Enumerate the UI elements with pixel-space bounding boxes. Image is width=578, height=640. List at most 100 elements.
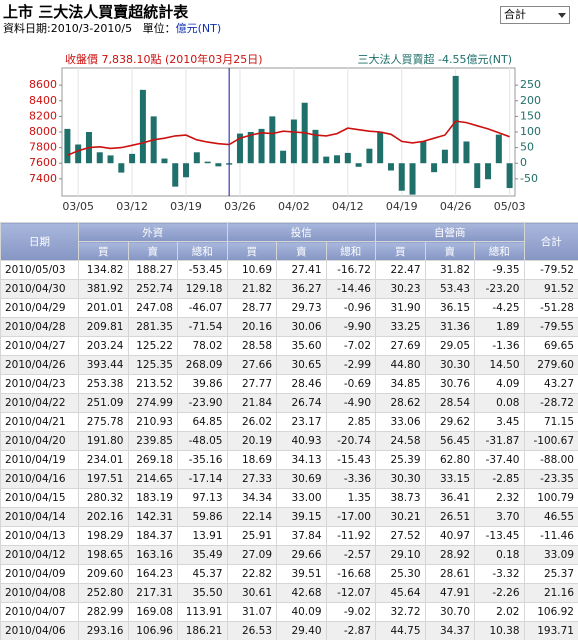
value-cell: 274.99 (127, 393, 178, 413)
value-cell: 53.43 (424, 279, 475, 299)
bar (193, 152, 200, 164)
value-cell: 36.15 (424, 298, 475, 318)
y2-tick-label: 50 (520, 141, 534, 154)
bar (107, 155, 114, 164)
y-tick-label: 8000 (29, 125, 57, 138)
value-cell: 183.19 (127, 488, 178, 508)
value-cell: 21.16 (523, 583, 578, 603)
column-group-header: 日期 (0, 222, 79, 261)
value-cell: 27.69 (375, 336, 426, 356)
value-cell: 25.37 (523, 564, 578, 584)
bar (323, 156, 330, 164)
value-cell: -2.26 (474, 583, 525, 603)
column-header: 賣 (424, 241, 475, 261)
value-cell: 22.82 (226, 564, 277, 584)
value-cell: 29.66 (276, 545, 327, 565)
value-cell: 269.18 (127, 450, 178, 470)
table-row: 2010/04/29 201.01 247.08 -46.07 28.77 29.73 -0… (0, 298, 578, 318)
value-cell: 40.09 (276, 602, 327, 622)
x-tick-label: 04/02 (278, 200, 310, 213)
value-cell: 20.16 (226, 317, 277, 337)
table-row: 2010/04/30 381.92 252.74 129.18 21.82 36.27 -1… (0, 279, 578, 299)
value-cell: 251.09 (78, 393, 129, 413)
value-cell: 33.15 (424, 469, 475, 489)
value-cell: 10.69 (226, 260, 277, 280)
date-cell: 2010/04/20 (0, 431, 79, 451)
table-row: 2010/04/12 198.65 163.16 35.49 27.09 29.66 -2.… (0, 545, 578, 565)
header-row: 日期 外資 投信 自營商 合計 (0, 222, 578, 261)
date-cell: 2010/04/07 (0, 602, 79, 622)
value-cell: -17.14 (177, 469, 228, 489)
value-cell: 10.38 (474, 621, 525, 640)
y-tick-label: 7600 (29, 156, 57, 169)
bar (387, 163, 394, 171)
table-row: 2010/04/23 253.38 213.52 39.86 27.77 28.46 -0.… (0, 374, 578, 394)
value-cell: 191.80 (78, 431, 129, 451)
value-cell: 27.52 (375, 526, 426, 546)
value-cell: 34.13 (276, 450, 327, 470)
value-cell: 28.54 (424, 393, 475, 413)
column-header: 買 (375, 241, 426, 261)
value-cell: 47.91 (424, 583, 475, 603)
value-cell: 27.77 (226, 374, 277, 394)
value-cell: 247.08 (127, 298, 178, 318)
value-cell: -16.72 (325, 260, 376, 280)
value-cell: 2.32 (474, 488, 525, 508)
table-row: 2010/04/22 251.09 274.99 -23.90 21.84 26.74 -4… (0, 393, 578, 413)
column-header: 總和 (325, 241, 376, 261)
value-cell: 28.62 (375, 393, 426, 413)
value-cell: 31.07 (226, 602, 277, 622)
bar (312, 129, 319, 164)
page-title: 上市 三大法人買賣超統計表 (3, 3, 189, 21)
y-tick-label: 7800 (29, 141, 57, 154)
value-cell: 13.91 (177, 526, 228, 546)
value-cell: 91.52 (523, 279, 578, 299)
value-cell: -4.25 (474, 298, 525, 318)
value-cell: 188.27 (127, 260, 178, 280)
value-cell: 29.05 (424, 336, 475, 356)
value-cell: 210.93 (127, 412, 178, 432)
select-dropdown[interactable]: 合計 (500, 6, 570, 24)
table-row: 2010/04/16 197.51 214.65 -17.14 27.33 30.69 -3… (0, 469, 578, 489)
bar (64, 128, 71, 164)
value-cell: 44.75 (375, 621, 426, 640)
value-cell: 30.30 (424, 355, 475, 375)
value-cell: 31.36 (424, 317, 475, 337)
date-cell: 2010/04/16 (0, 469, 79, 489)
bar (161, 158, 168, 164)
bar (452, 75, 459, 164)
bar (247, 132, 254, 164)
y-tick-label: 8600 (29, 78, 57, 91)
value-cell: 24.58 (375, 431, 426, 451)
value-cell: 163.16 (127, 545, 178, 565)
bar (258, 128, 265, 164)
value-cell: 46.55 (523, 507, 578, 527)
value-cell: -23.90 (177, 393, 228, 413)
value-cell: 203.24 (78, 336, 129, 356)
value-cell: -46.07 (177, 298, 228, 318)
unit: 億元(NT) (175, 22, 222, 35)
bar (463, 141, 470, 164)
table-row: 2010/05/03 134.82 188.27 -53.45 10.69 27.41 -1… (0, 260, 578, 280)
table-row: 2010/04/19 234.01 269.18 -35.16 18.69 34.13 -1… (0, 450, 578, 470)
value-cell: -9.02 (325, 602, 376, 622)
value-cell: 2.02 (474, 602, 525, 622)
value-cell: 142.31 (127, 507, 178, 527)
bar (290, 119, 297, 164)
bar (431, 163, 438, 173)
value-cell: 25.39 (375, 450, 426, 470)
date-cell: 2010/04/26 (0, 355, 79, 375)
column-header: 買 (226, 241, 277, 261)
date-cell: 2010/04/22 (0, 393, 79, 413)
value-cell: 69.65 (523, 336, 578, 356)
column-group-header: 自營商 (375, 222, 525, 242)
bar (495, 134, 502, 164)
value-cell: 45.64 (375, 583, 426, 603)
bar (485, 163, 492, 180)
value-cell: -14.46 (325, 279, 376, 299)
value-cell: 106.96 (127, 621, 178, 640)
value-cell: 209.81 (78, 317, 129, 337)
value-cell: 62.80 (424, 450, 475, 470)
y-tick-label: 7400 (29, 172, 57, 185)
date-range: 資料日期:2010/3-2010/5 (3, 22, 133, 35)
